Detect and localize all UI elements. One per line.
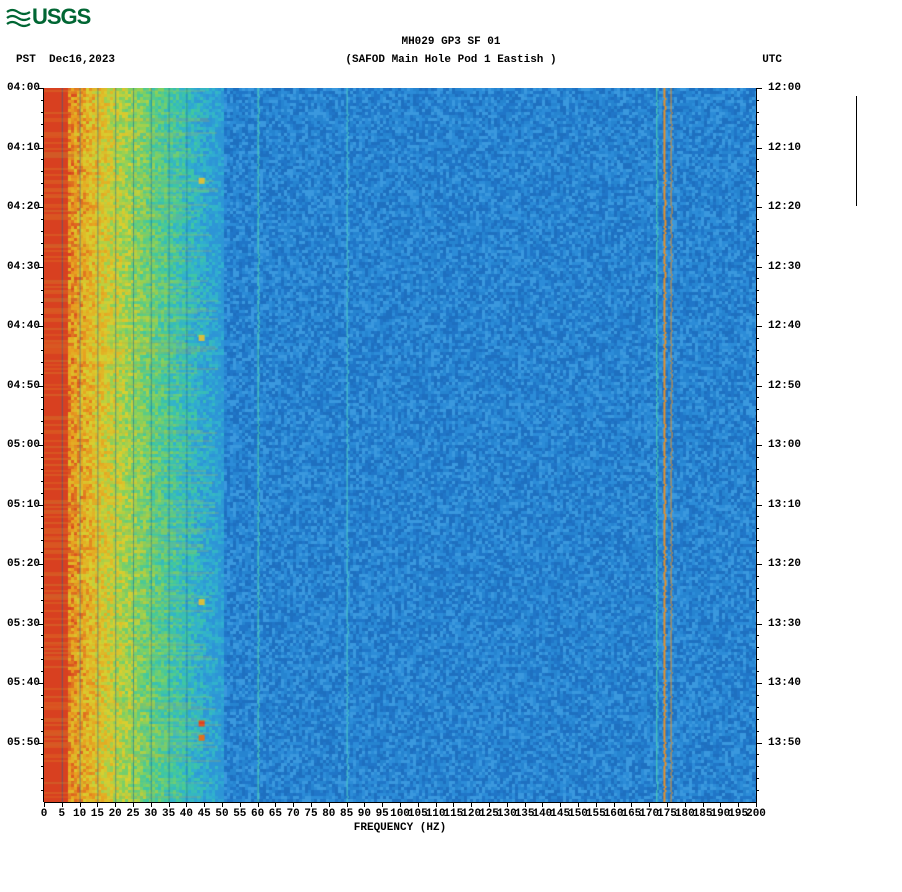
tz-left-block: PST Dec16,2023: [16, 54, 115, 66]
usgs-logo-text: USGS: [32, 4, 90, 29]
x-tick-label: 200: [746, 808, 766, 820]
y-tick-left-label: 05:10: [0, 499, 40, 511]
y-tick-left-label: 04:30: [0, 261, 40, 273]
y-tick-right-label: 13:30: [768, 618, 808, 630]
spectrogram-plot: [44, 88, 756, 802]
tz-right-label: UTC: [762, 54, 782, 66]
y-tick-left-label: 04:10: [0, 142, 40, 154]
chart-title: MH029 GP3 SF 01: [0, 36, 902, 48]
y-axis-right-line: [756, 88, 757, 802]
y-tick-left-label: 04:00: [0, 82, 40, 94]
y-tick-right-label: 13:20: [768, 558, 808, 570]
y-tick-right-label: 12:40: [768, 320, 808, 332]
y-tick-left-label: 04:20: [0, 201, 40, 213]
y-tick-right-label: 13:10: [768, 499, 808, 511]
tz-left-label: PST: [16, 54, 36, 66]
y-tick-left-label: 05:30: [0, 618, 40, 630]
spectrogram-canvas: [44, 88, 756, 802]
y-tick-right-label: 12:00: [768, 82, 808, 94]
y-tick-left-label: 05:20: [0, 558, 40, 570]
y-tick-right-label: 12:50: [768, 380, 808, 392]
side-marker-line: [856, 96, 857, 206]
y-tick-right-label: 12:30: [768, 261, 808, 273]
y-tick-right-label: 13:50: [768, 737, 808, 749]
y-tick-right-label: 13:00: [768, 439, 808, 451]
x-axis-line: [44, 802, 756, 803]
y-tick-left-label: 04:50: [0, 380, 40, 392]
date-label: Dec16,2023: [49, 54, 115, 66]
y-tick-right-label: 13:40: [768, 677, 808, 689]
y-tick-left-label: 05:40: [0, 677, 40, 689]
y-tick-right-label: 12:20: [768, 201, 808, 213]
x-tick: [756, 802, 757, 807]
y-tick-left-label: 05:50: [0, 737, 40, 749]
usgs-wave-icon: [6, 8, 32, 28]
y-axis-left-line: [43, 88, 44, 802]
y-tick-left-label: 05:00: [0, 439, 40, 451]
y-tick-right-label: 12:10: [768, 142, 808, 154]
x-axis-title: FREQUENCY (HZ): [44, 822, 756, 834]
y-tick-left-label: 04:40: [0, 320, 40, 332]
usgs-logo: USGS: [6, 4, 90, 30]
